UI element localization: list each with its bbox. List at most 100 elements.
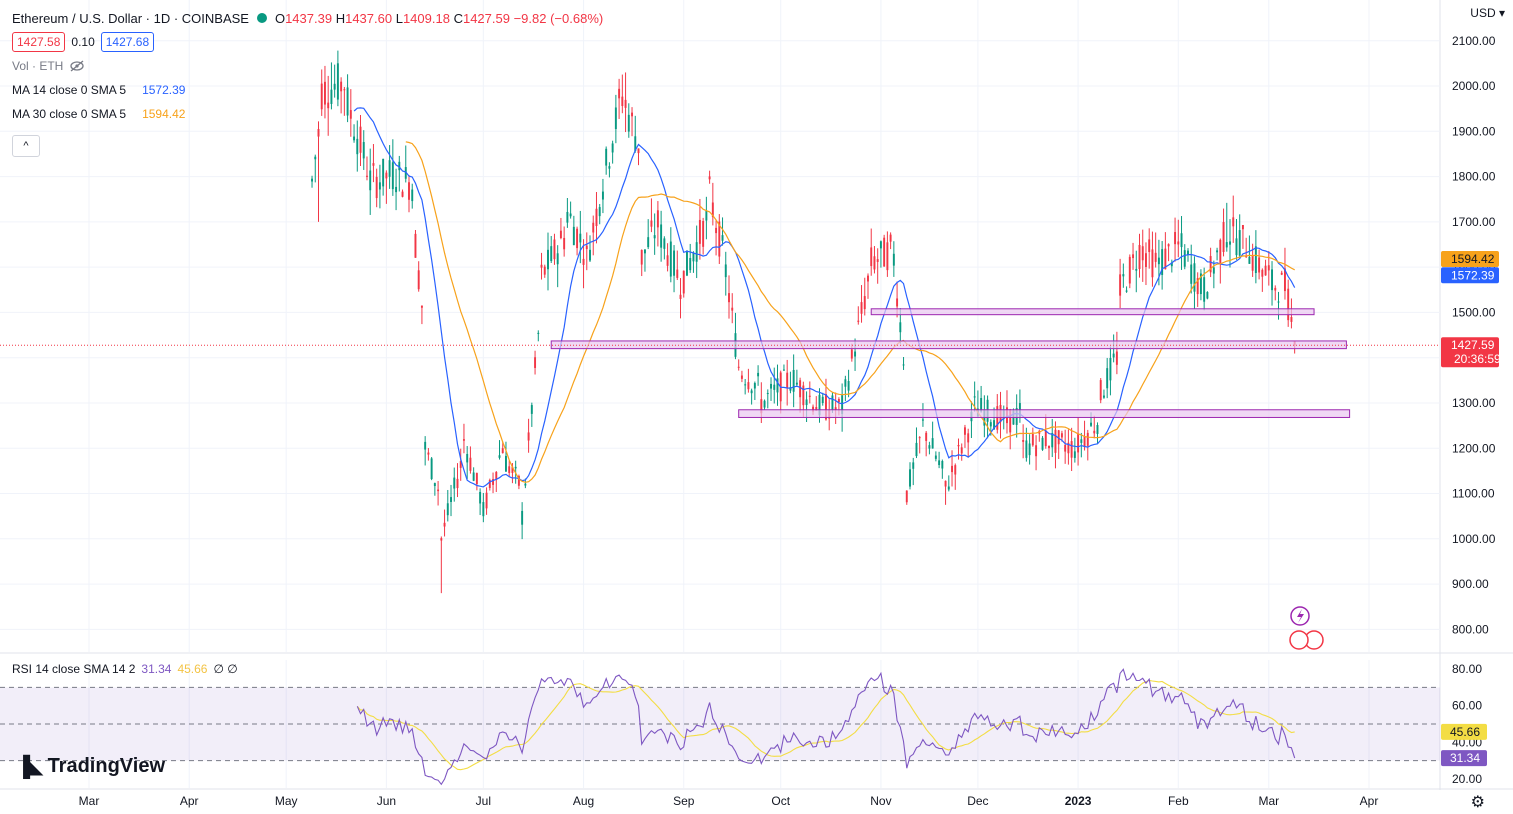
candle-body: [498, 455, 501, 458]
candle-body: [1028, 443, 1031, 456]
candle-body: [1290, 317, 1293, 322]
candle-body: [1077, 433, 1080, 453]
candle-body: [605, 148, 608, 166]
candle-body: [508, 466, 511, 473]
candle-body: [521, 510, 524, 525]
volume-label[interactable]: Vol · ETH: [12, 59, 64, 73]
candle-body: [711, 202, 714, 218]
candle-body: [1057, 430, 1060, 445]
price-zone-rectangle: [738, 409, 1351, 418]
bid-ask-row: 1427.58 0.10 1427.68: [12, 30, 603, 54]
ma30-label[interactable]: MA 30 close 0 SMA 5: [12, 107, 127, 121]
symbol-title[interactable]: Ethereum / U.S. Dollar · 1D · COINBASE: [12, 10, 249, 26]
candle-body: [850, 349, 853, 359]
candle-body: [879, 241, 882, 249]
candle-body: [453, 477, 456, 489]
candle-body: [1258, 257, 1261, 273]
candle-body: [912, 462, 915, 469]
candle-body: [938, 460, 941, 466]
candle-body: [1267, 265, 1270, 271]
rsi-sma-line: [356, 679, 1295, 771]
eye-hidden-icon[interactable]: [69, 60, 85, 72]
candle-body: [1177, 241, 1180, 245]
rsi-label[interactable]: RSI 14 close SMA 14 2: [12, 662, 136, 676]
candle-body: [1096, 424, 1099, 434]
candle-body: [731, 307, 734, 311]
candle-body: [524, 483, 527, 486]
candle-body: [1051, 432, 1054, 448]
candle-body: [517, 476, 520, 486]
ma14-price-tag: 1572.39: [1451, 268, 1495, 282]
close-value: 1427.59: [462, 10, 510, 26]
collapse-legend-button[interactable]: ^: [12, 135, 40, 157]
candle-body: [1157, 257, 1160, 265]
candle-body: [795, 382, 798, 385]
candle-body: [1025, 440, 1028, 458]
candle-body: [1271, 269, 1273, 291]
candle-body: [818, 394, 821, 416]
candle-body: [398, 161, 401, 171]
candle-body: [1264, 265, 1267, 276]
rsi-sma-tag: 45.66: [1450, 725, 1480, 739]
candle-body: [857, 320, 860, 322]
candle-body: [427, 452, 430, 455]
ma14-row: MA 14 close 0 SMA 5 1572.39: [12, 78, 603, 102]
candle-body: [598, 207, 601, 217]
candle-body: [446, 503, 449, 516]
candle-body: [556, 253, 559, 265]
rsi-tick-label: 20.00: [1452, 772, 1482, 786]
candle-body: [660, 224, 663, 248]
time-tick-label: Mar: [79, 794, 100, 808]
candle-body: [925, 432, 928, 441]
candle-body: [782, 369, 785, 371]
symbol-row: Ethereum / U.S. Dollar · 1D · COINBASE O…: [12, 6, 603, 30]
candle-body: [611, 143, 614, 153]
candle-body: [553, 239, 556, 260]
candle-body: [320, 83, 323, 110]
price-zone-rectangle: [870, 308, 1315, 316]
ma14-value: 1572.39: [142, 83, 186, 97]
candle-body: [1209, 256, 1212, 273]
candle-body: [414, 233, 417, 258]
candle-body: [766, 393, 769, 395]
candle-body: [1044, 430, 1047, 447]
candle-body: [456, 478, 459, 489]
currency-selector[interactable]: USD ▾: [1470, 6, 1505, 20]
candle-body: [1225, 242, 1228, 248]
candle-body: [492, 479, 495, 485]
tradingview-logo[interactable]: ▐◣ TradingView: [16, 754, 165, 779]
candle-body: [973, 396, 976, 398]
candle-body: [382, 158, 385, 187]
candle-body: [899, 322, 902, 333]
candle-body: [993, 420, 996, 430]
buy-price-button[interactable]: 1427.68: [100, 32, 155, 52]
candle-body: [705, 210, 708, 221]
countdown-tag: 20:36:59: [1454, 352, 1501, 366]
candle-body: [1135, 268, 1138, 271]
candle-body: [563, 237, 566, 250]
candle-body: [653, 235, 656, 239]
candle-body: [718, 221, 721, 257]
sell-price-button[interactable]: 1427.58: [12, 32, 66, 52]
candle-body: [870, 247, 873, 267]
candle-body: [346, 87, 349, 116]
candle-body: [359, 126, 362, 153]
candle-body: [750, 390, 753, 394]
candle-body: [1106, 368, 1109, 389]
candle-body: [963, 427, 966, 435]
candle-body: [388, 160, 391, 177]
candle-body: [695, 242, 698, 262]
change-value: −9.82 (−0.68%): [513, 10, 604, 26]
chart-legend: Ethereum / U.S. Dollar · 1D · COINBASE O…: [12, 6, 603, 126]
candle-body: [505, 455, 507, 472]
ma14-label[interactable]: MA 14 close 0 SMA 5: [12, 83, 127, 97]
candle-body: [618, 88, 621, 99]
candle-body: [744, 384, 747, 386]
gear-icon[interactable]: ⚙: [1470, 794, 1485, 811]
candle-body: [443, 522, 446, 527]
candle-body: [860, 302, 863, 314]
candle-body: [786, 372, 789, 388]
candle-body: [550, 246, 553, 262]
candle-body: [343, 89, 346, 91]
